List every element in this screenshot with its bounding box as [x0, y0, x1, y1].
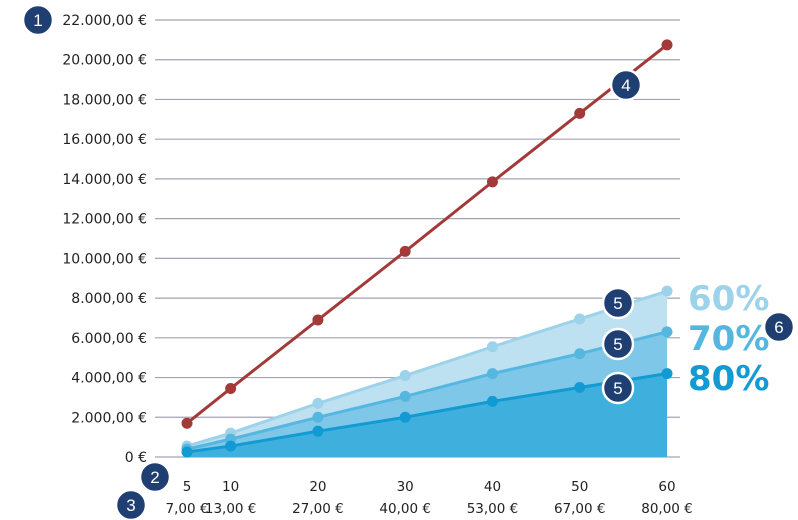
callout-badge	[114, 488, 148, 520]
callout-badge	[601, 371, 635, 405]
data-point-red	[181, 417, 193, 429]
x-secondary-tick-label: 53,00 €	[467, 501, 519, 517]
percent-label-80: 80%	[688, 359, 769, 399]
x-secondary-tick-label: 40,00 €	[379, 501, 431, 517]
data-point-80-percent	[574, 381, 586, 393]
data-point-80-percent	[661, 368, 673, 380]
data-point-80-percent	[399, 411, 411, 423]
data-point-red	[225, 382, 237, 394]
callout-badge	[138, 460, 172, 494]
y-tick-label: 12.000,00 €	[62, 212, 147, 228]
data-point-70-percent	[312, 411, 324, 423]
data-point-80-percent	[225, 440, 237, 452]
callout-badge-label: 5	[613, 294, 622, 313]
callout-badge	[601, 286, 635, 320]
x-tick-label: 40	[484, 479, 501, 495]
callout-badge-label: 1	[33, 11, 42, 30]
data-point-60-percent	[486, 341, 498, 353]
x-tick-label: 5	[183, 479, 192, 495]
x-secondary-tick-label: 13,00 €	[205, 501, 257, 517]
data-point-60-percent	[399, 370, 411, 382]
callout-badge	[21, 3, 55, 37]
data-point-80-percent	[312, 425, 324, 437]
data-point-red	[399, 245, 411, 257]
x-tick-label: 30	[397, 479, 414, 495]
y-tick-label: 16.000,00 €	[62, 132, 147, 148]
y-tick-label: 22.000,00 €	[62, 13, 147, 29]
callout-badge	[601, 327, 635, 361]
x-secondary-tick-label: 67,00 €	[554, 501, 606, 517]
data-point-70-percent	[399, 390, 411, 402]
data-point-70-percent	[486, 368, 498, 380]
callout-badge-label: 6	[774, 318, 783, 337]
data-point-red	[661, 39, 673, 51]
callout-badge-label: 3	[126, 496, 135, 515]
x-tick-label: 10	[222, 479, 239, 495]
callout-badge-label: 2	[150, 468, 159, 487]
y-tick-label: 10.000,00 €	[62, 251, 147, 267]
data-point-red	[312, 314, 324, 326]
data-point-60-percent	[312, 397, 324, 409]
percent-label-70: 70%	[688, 319, 769, 359]
data-point-80-percent	[181, 446, 193, 458]
y-tick-label: 4.000,00 €	[71, 371, 147, 387]
x-tick-label: 60	[658, 479, 675, 495]
x-secondary-tick-label: 27,00 €	[292, 501, 344, 517]
data-point-red	[486, 176, 498, 188]
percent-label-60: 60%	[688, 279, 769, 319]
callout-badge-label: 5	[613, 379, 622, 398]
y-tick-label: 0 €	[125, 450, 147, 466]
y-tick-label: 8.000,00 €	[71, 291, 147, 307]
data-point-80-percent	[486, 395, 498, 407]
area-80-percent	[187, 373, 667, 457]
data-point-60-percent	[574, 313, 586, 325]
y-tick-label: 2.000,00 €	[71, 410, 147, 426]
y-tick-label: 18.000,00 €	[62, 92, 147, 108]
data-point-red	[574, 107, 586, 119]
data-point-60-percent	[661, 285, 673, 297]
x-tick-label: 50	[571, 479, 588, 495]
callout-badge-label: 5	[613, 335, 622, 354]
x-tick-label: 20	[309, 479, 326, 495]
x-secondary-tick-label: 80,00 €	[641, 501, 693, 517]
callout-badge	[762, 310, 796, 344]
callout-badge-label: 4	[621, 76, 630, 95]
y-tick-label: 6.000,00 €	[71, 331, 147, 347]
x-secondary-tick-label: 7,00 €	[166, 501, 209, 517]
y-tick-label: 14.000,00 €	[62, 172, 147, 188]
data-point-70-percent	[661, 326, 673, 338]
data-point-70-percent	[574, 348, 586, 360]
callout-badge	[609, 68, 643, 102]
y-tick-label: 20.000,00 €	[62, 53, 147, 69]
